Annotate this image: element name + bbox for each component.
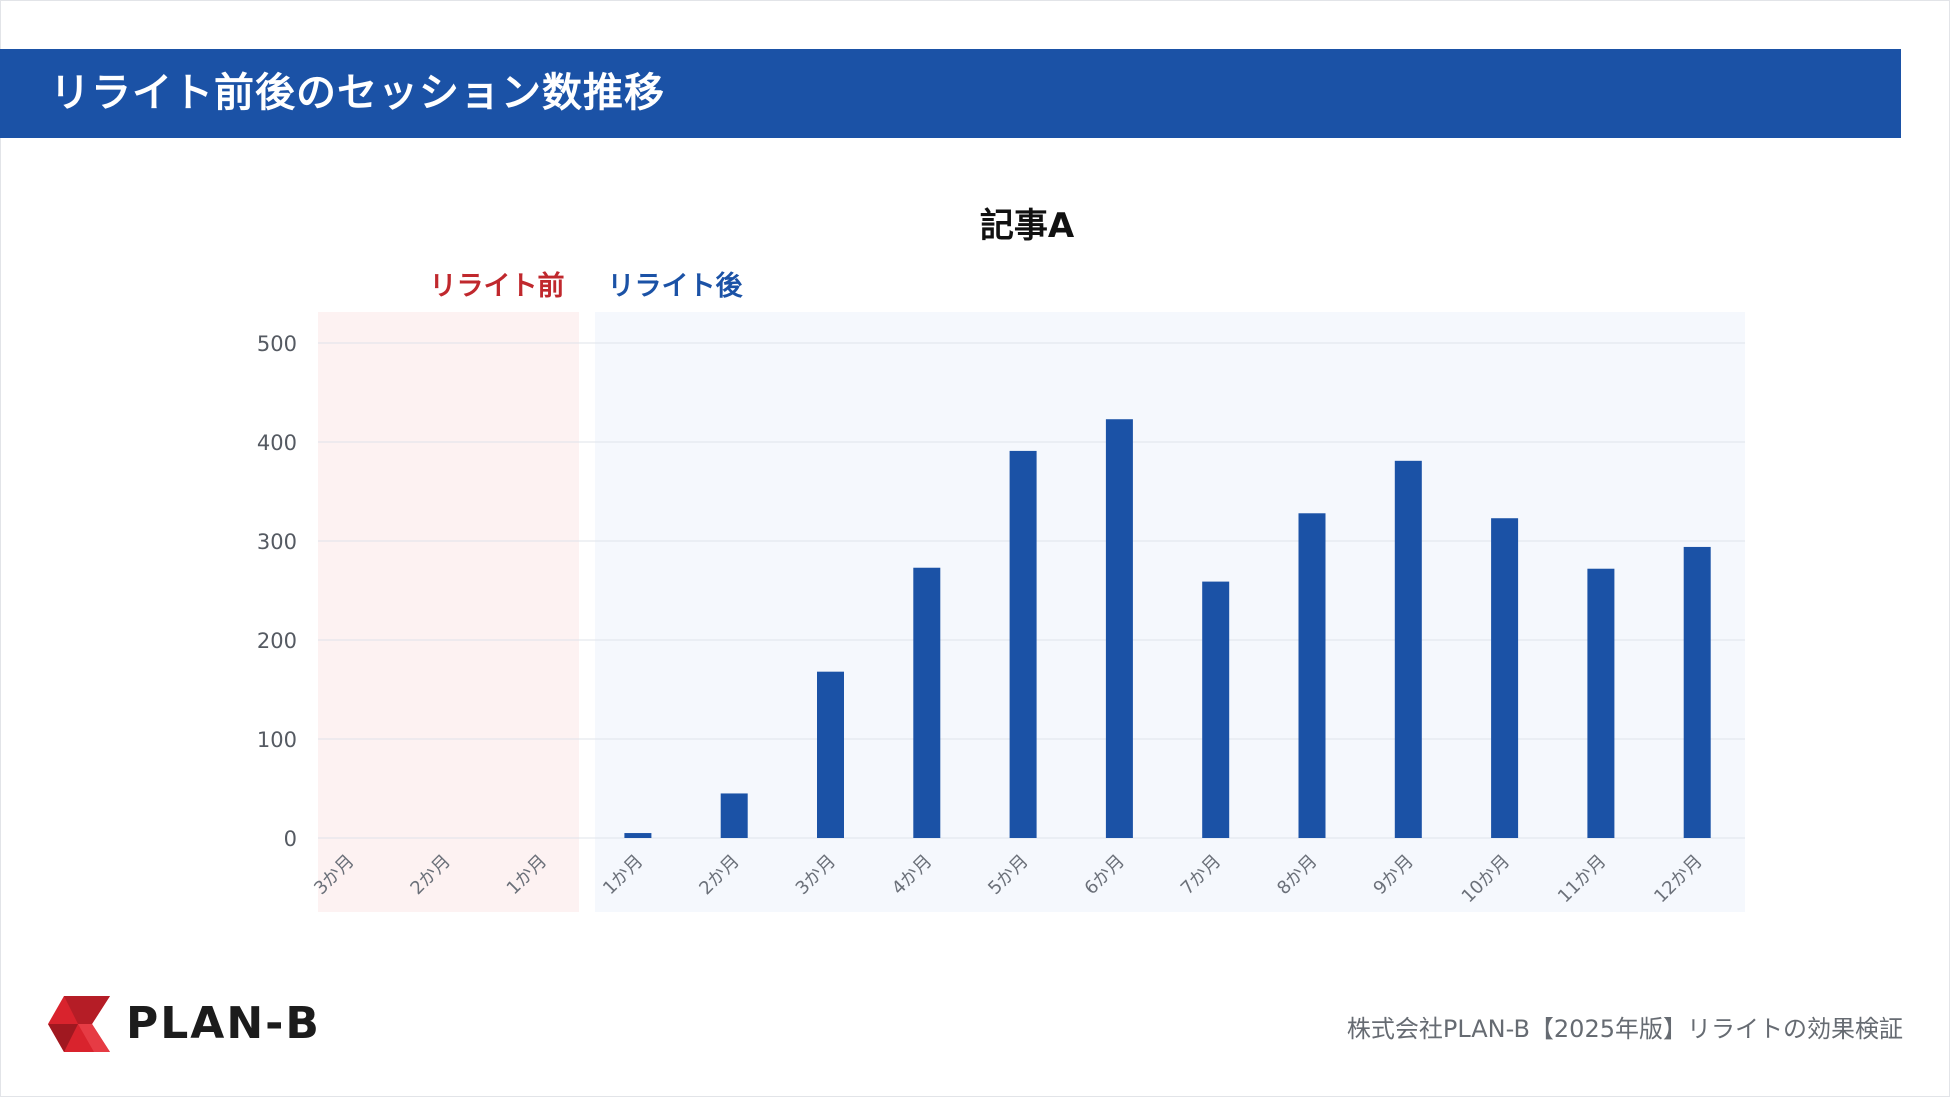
- plan-b-logo: PLAN-B: [48, 996, 348, 1052]
- bar: [817, 671, 844, 838]
- bar: [1009, 450, 1037, 838]
- after-label: リライト後: [608, 271, 744, 302]
- logo-mark-icon: [48, 996, 110, 1052]
- before-label: リライト前: [430, 270, 565, 302]
- bar: [1105, 419, 1133, 838]
- header-bar: リライト前後のセッション数推移: [0, 49, 1901, 138]
- y-tick-label: 200: [257, 629, 297, 653]
- y-tick-label: 100: [257, 728, 297, 752]
- footer-note: 株式会社PLAN-B【2025年版】リライトの効果検証: [1346, 1015, 1903, 1043]
- bar: [1491, 518, 1519, 838]
- y-tick-label: 0: [284, 827, 297, 851]
- bar: [624, 833, 652, 838]
- before-region-bg: [318, 312, 579, 912]
- bar: [1394, 460, 1422, 838]
- bar: [1683, 546, 1711, 838]
- chart-title: 記事A: [0, 198, 1950, 247]
- logo-text: PLAN-B: [126, 998, 321, 1049]
- y-tick-label: 400: [257, 431, 297, 455]
- after-region-bg: [595, 312, 1745, 912]
- y-tick-label: 300: [257, 530, 297, 554]
- chart-title-text: 記事A: [979, 206, 1075, 246]
- bar: [720, 793, 748, 838]
- bar: [1202, 581, 1230, 838]
- y-tick-label: 500: [257, 332, 297, 356]
- bar: [913, 567, 941, 838]
- bar: [1298, 513, 1326, 838]
- page-title: リライト前後のセッション数推移: [50, 70, 665, 116]
- bar: [1587, 568, 1615, 838]
